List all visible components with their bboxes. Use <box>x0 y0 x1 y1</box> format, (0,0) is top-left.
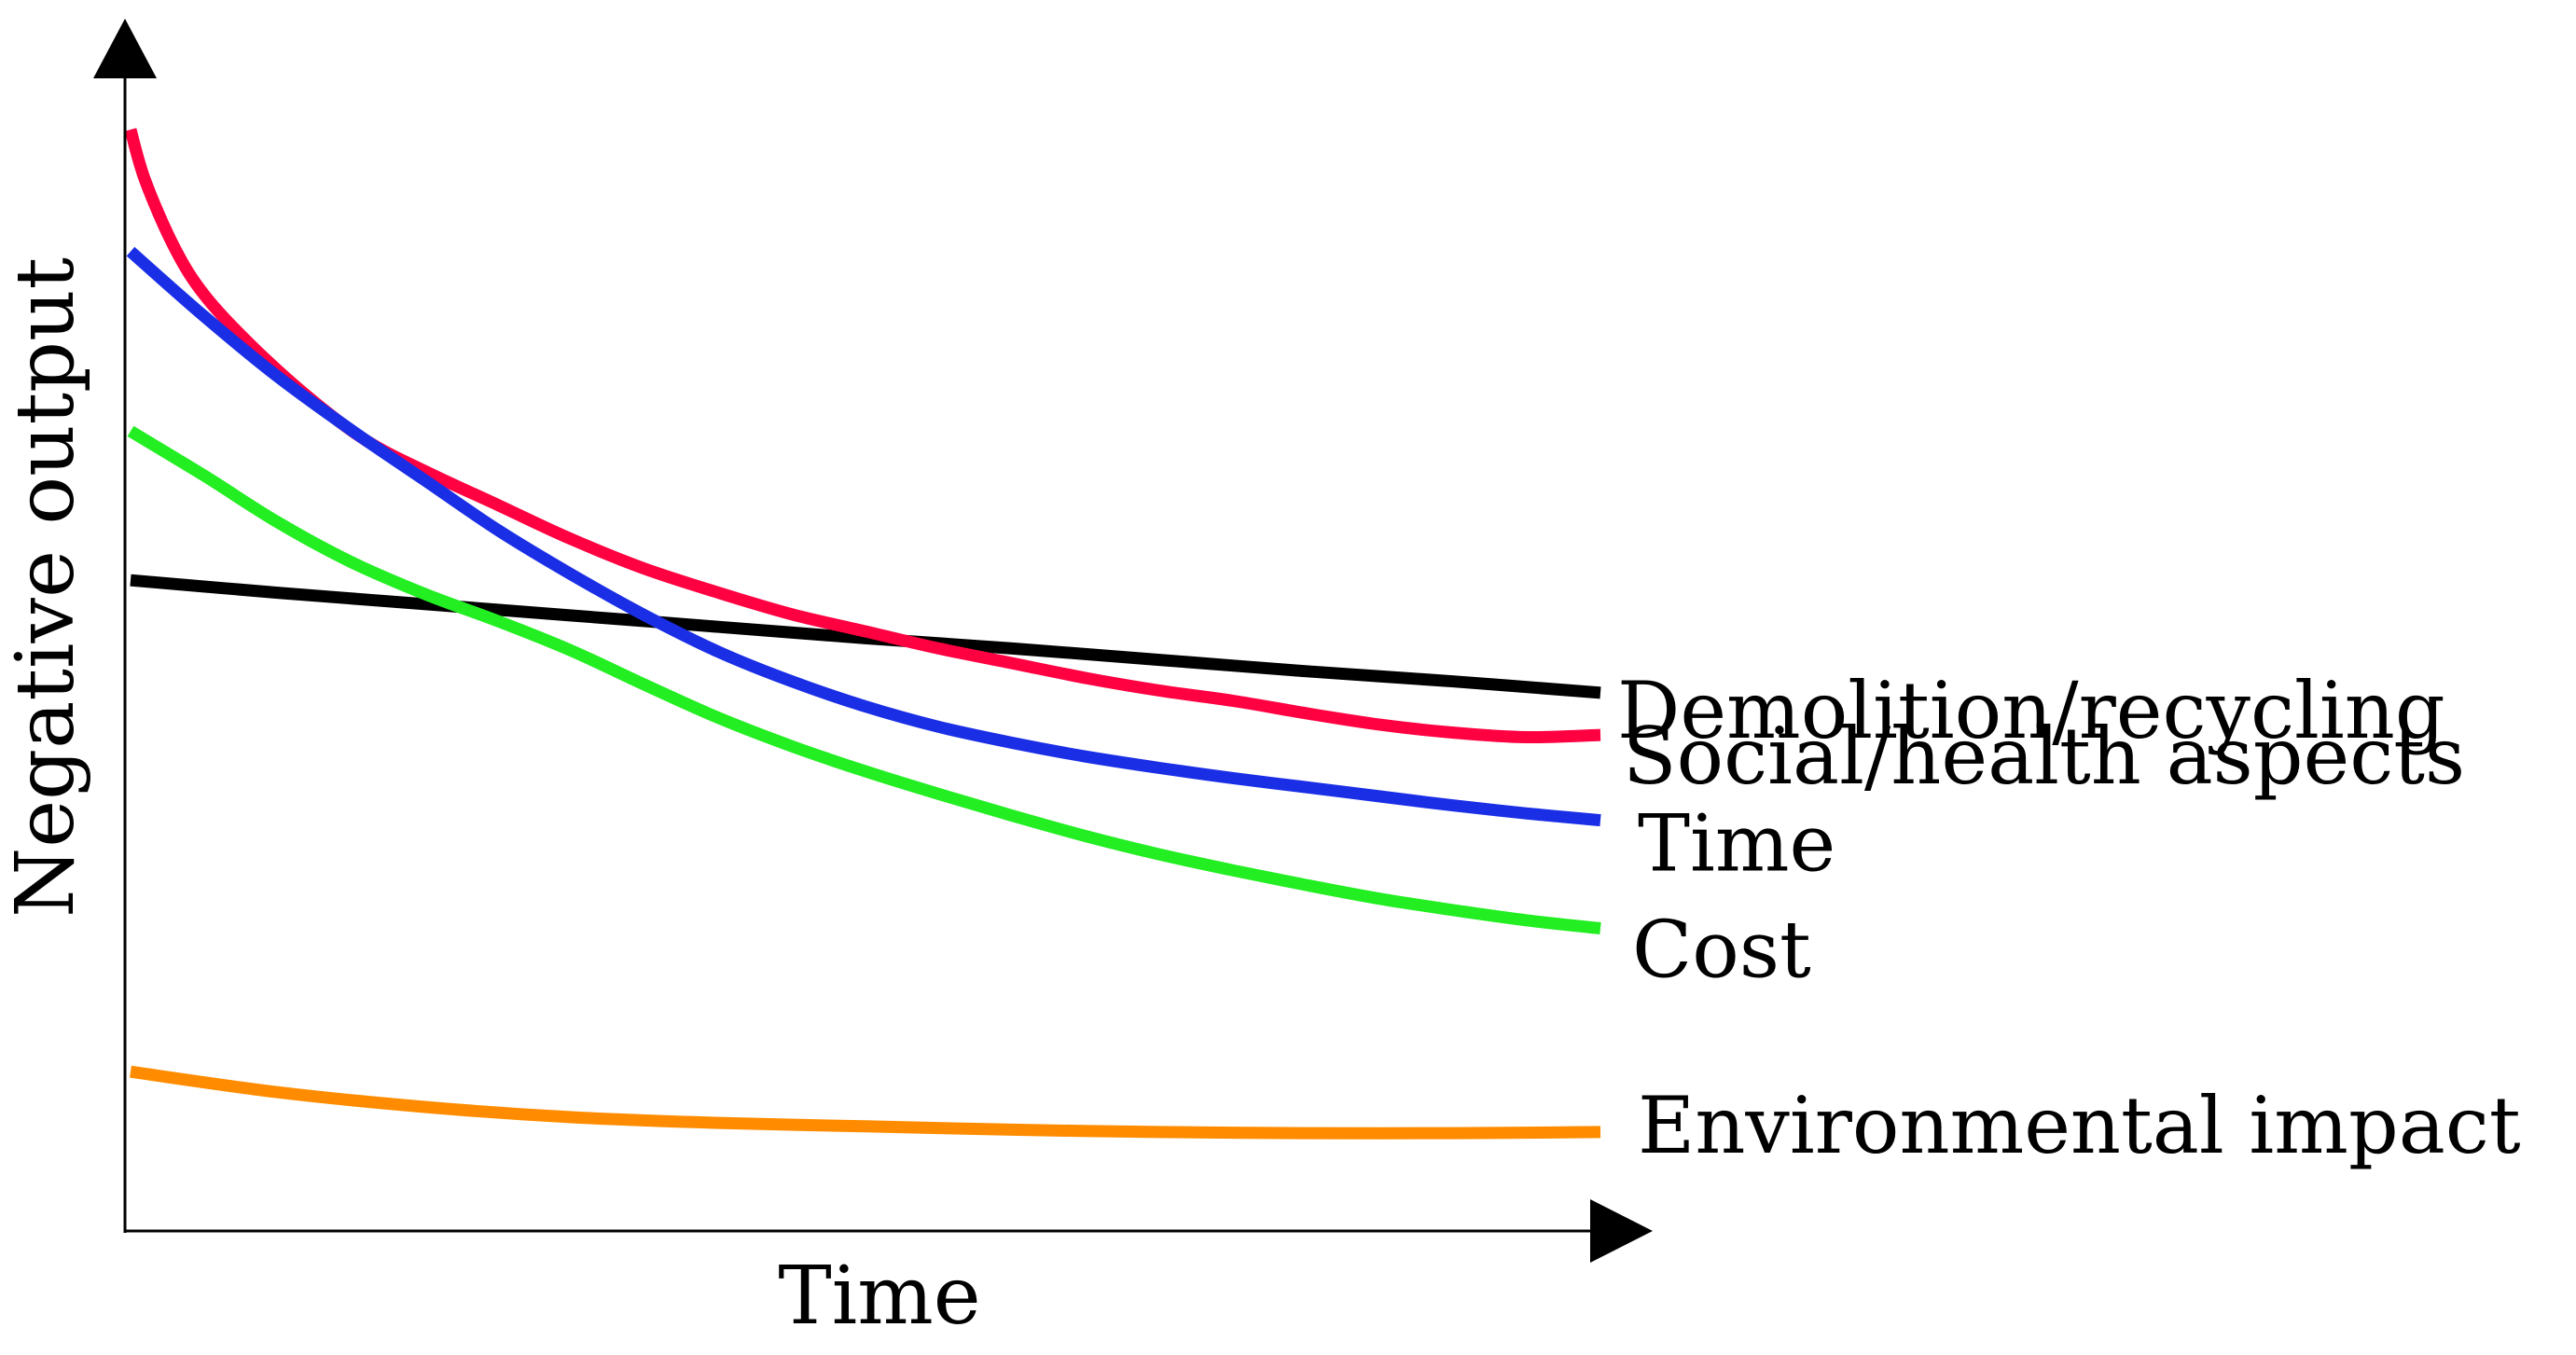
x-axis-label: Time <box>778 1250 980 1343</box>
series-label-environmental-impact: Environmental impact <box>1638 1080 2521 1171</box>
series-layer <box>124 128 1601 1140</box>
y-axis-label: Negative output <box>0 257 92 918</box>
series-line-demolition-recycling <box>130 574 1601 699</box>
y-axis-arrowhead <box>93 19 157 78</box>
series-line-social-health-aspects <box>124 128 1601 744</box>
series-label-time: Time <box>1638 798 1835 890</box>
series-label-demolition-recycling: Demolition/recycling <box>1617 665 2445 756</box>
series-line-time <box>126 246 1601 827</box>
x-axis-arrowhead <box>1590 1199 1653 1263</box>
series-label-cost: Cost <box>1632 905 1811 996</box>
series-label-social-health-aspects: Social/health aspects <box>1623 711 2465 802</box>
series-line-environmental-impact <box>130 1065 1601 1140</box>
series-line-cost <box>127 425 1601 934</box>
